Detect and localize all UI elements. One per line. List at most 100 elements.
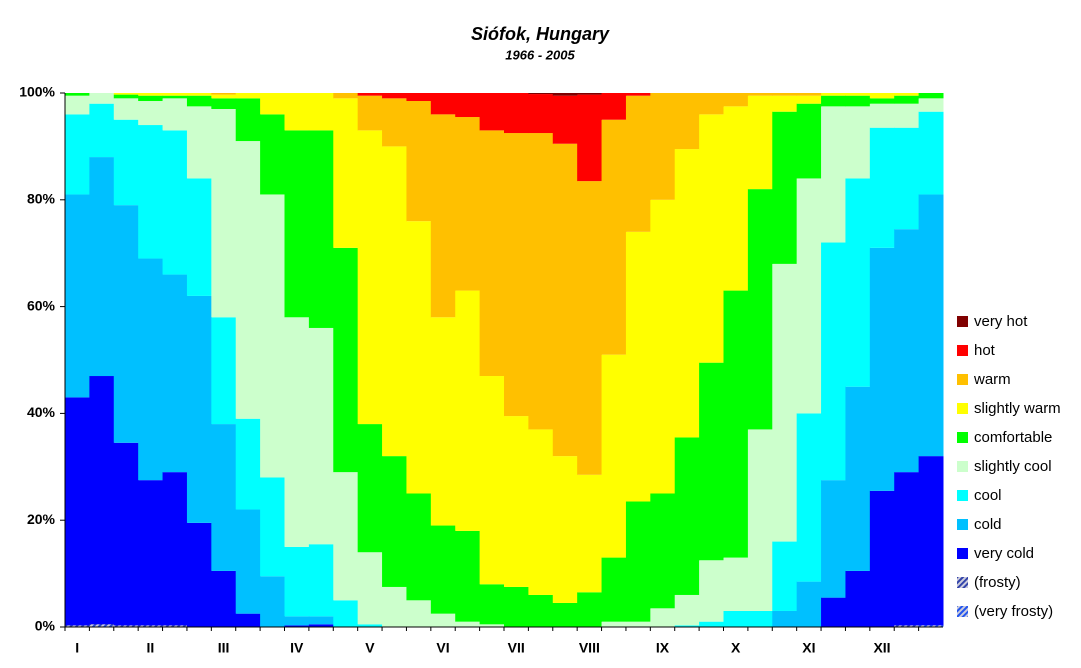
bar-segment (869, 247, 895, 491)
bar-segment (284, 93, 310, 131)
bar-segment (528, 133, 554, 430)
bar-segment (162, 274, 188, 473)
bar-segment (625, 621, 651, 627)
legend-swatch (957, 403, 968, 414)
bar-segment (211, 424, 237, 571)
bar-segment (845, 386, 871, 571)
bar-segment (357, 424, 383, 553)
bar-segment (406, 93, 432, 102)
bar-segment (894, 95, 920, 104)
bar-segment (601, 119, 627, 355)
legend-swatch (957, 606, 968, 617)
bar-segment (333, 600, 359, 627)
bar-segment (406, 493, 432, 601)
bar-segment (821, 480, 846, 598)
bar-segment (601, 354, 627, 558)
bar-segment (796, 178, 822, 414)
bar-segment (186, 178, 212, 296)
bar-segment (650, 493, 676, 609)
bar-segment (894, 93, 920, 96)
bar-segment (894, 127, 920, 230)
x-tick-label: VI (436, 640, 449, 656)
bar-segment (479, 130, 505, 377)
bar-segment (479, 376, 505, 585)
bar-segment (894, 103, 920, 128)
bar-segment (260, 93, 285, 115)
legend-label: hot (974, 342, 996, 359)
bar-segment (333, 247, 359, 473)
bar-segment (260, 114, 285, 195)
bar-segment (625, 93, 651, 96)
bar-segment (674, 149, 700, 438)
bar-segment (138, 95, 164, 102)
bar-segment (113, 205, 139, 443)
bar-segment (113, 442, 139, 627)
bar-segment (162, 130, 188, 275)
bar-segment (918, 98, 944, 112)
bar-segment (89, 376, 115, 627)
x-tick-label: V (365, 640, 375, 656)
bar-segment (211, 93, 237, 95)
legend-label: (frosty) (974, 574, 1021, 591)
bar-segment (674, 437, 700, 595)
chart-subtitle: 1966 - 2005 (505, 47, 575, 62)
x-tick-label: I (75, 640, 79, 656)
bar-segment (528, 429, 554, 595)
frost-bar (89, 625, 115, 627)
bar-segment (186, 522, 212, 627)
bar-segment (918, 456, 944, 627)
bar-segment (821, 93, 846, 96)
legend-label: comfortable (974, 429, 1052, 446)
bar-segment (162, 93, 188, 96)
bar-segment (796, 413, 822, 582)
bar-segment (89, 157, 115, 377)
bar-segment (552, 95, 578, 144)
bar-segment (89, 103, 115, 158)
bar-segment (821, 95, 846, 107)
bar-segment (308, 130, 334, 328)
bar-segment (552, 456, 578, 603)
legend-swatch (957, 345, 968, 356)
bar-segment (577, 474, 603, 593)
bar-segment (235, 98, 261, 142)
x-tick-label: IX (656, 640, 670, 656)
y-tick-label: 0% (35, 618, 56, 634)
bar-segment (113, 119, 139, 206)
bar-segment (357, 95, 383, 131)
bar-segment (699, 362, 724, 561)
bar-segment (260, 576, 285, 627)
bar-segment (674, 93, 700, 150)
bar-segment (333, 98, 359, 248)
bar-segment (869, 98, 895, 104)
x-tick-label: X (731, 640, 741, 656)
bar-segment (723, 557, 749, 611)
bar-segment (796, 93, 822, 96)
bar-segment (455, 621, 481, 627)
bar-segment (674, 625, 700, 627)
chart-title: Siófok, Hungary (471, 24, 610, 44)
y-tick-label: 80% (27, 191, 56, 207)
legend-label: very cold (974, 545, 1034, 562)
bar-segment (528, 93, 554, 95)
y-tick-label: 60% (27, 297, 56, 313)
bar-segment (601, 93, 627, 120)
bar-segment (113, 98, 139, 120)
bar-segment (504, 586, 529, 627)
bar-segment (772, 95, 798, 112)
bar-segment (357, 552, 383, 625)
bar-segment (333, 93, 359, 99)
bar-segment (504, 416, 529, 587)
bar-segment (479, 93, 505, 131)
bar-segment (845, 570, 871, 627)
bar-segment (747, 93, 773, 96)
legend-swatch (957, 432, 968, 443)
bar-segment (65, 93, 90, 96)
bar-segment (382, 146, 407, 457)
bar-segment (284, 130, 310, 318)
bar-segment (504, 133, 529, 417)
bar-segment (869, 127, 895, 248)
bar-segment (552, 602, 578, 627)
bar-segment (772, 610, 798, 627)
bar-segment (235, 509, 261, 614)
x-tick-label: VIII (579, 640, 600, 656)
